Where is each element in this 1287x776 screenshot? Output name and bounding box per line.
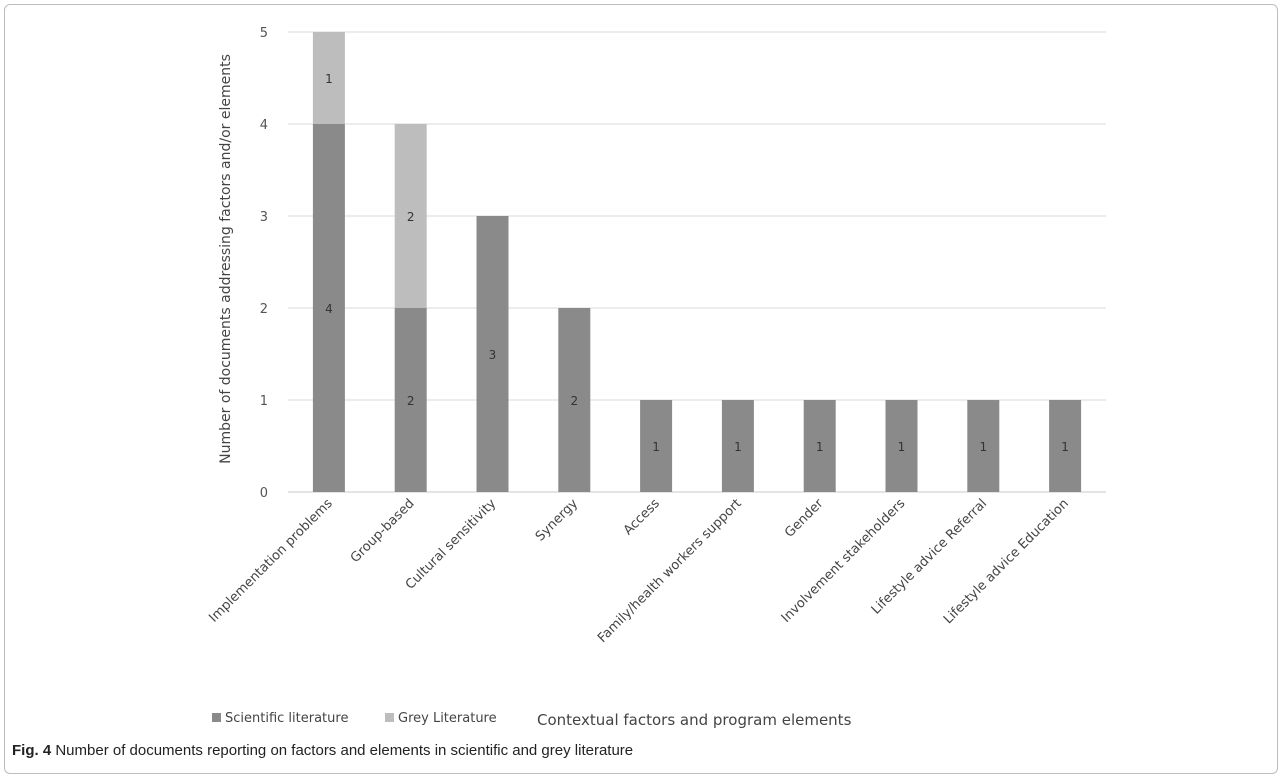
x-category-label: Family/health workers support bbox=[595, 496, 745, 646]
x-axis-label: Contextual factors and program elements bbox=[537, 711, 852, 729]
legend-swatch-grey bbox=[385, 713, 394, 722]
x-categories: Implementation problems Group-basedCultur… bbox=[206, 496, 1072, 646]
y-tick-label: 2 bbox=[260, 302, 268, 317]
bar bbox=[558, 308, 591, 492]
x-category-label: Access bbox=[621, 496, 663, 538]
y-tick-label: 1 bbox=[260, 394, 268, 409]
bar bbox=[885, 400, 918, 492]
y-tick-label: 4 bbox=[260, 118, 268, 133]
bar-data-label: 1 bbox=[325, 72, 333, 86]
bar-data-label: 4 bbox=[325, 302, 333, 316]
bar bbox=[394, 124, 427, 308]
bars: 4 1 2 2 3 2 1 1 1 1 1 1 bbox=[312, 32, 1082, 492]
y-tick-label: 0 bbox=[260, 486, 268, 501]
bar-data-label: 1 bbox=[979, 440, 987, 454]
legend-label-scientific: Scientific literature bbox=[225, 711, 348, 726]
bar bbox=[312, 32, 345, 124]
x-category-label: Cultural sensitivity bbox=[403, 496, 500, 593]
x-category-label: Synergy bbox=[533, 496, 581, 544]
bar bbox=[803, 400, 836, 492]
bar-data-label: 1 bbox=[1061, 440, 1069, 454]
x-category-label: Gender bbox=[782, 496, 827, 541]
bar bbox=[312, 124, 345, 492]
figure-frame bbox=[4, 4, 1278, 774]
legend-swatch-scientific bbox=[212, 713, 221, 722]
x-category-label: Group-based bbox=[348, 496, 418, 566]
bar-data-label: 2 bbox=[407, 210, 415, 224]
bar bbox=[1049, 400, 1082, 492]
figure-caption: Fig. 4 Number of documents reporting on … bbox=[12, 742, 633, 759]
caption-prefix: Fig. 4 bbox=[12, 742, 52, 759]
bar bbox=[394, 308, 427, 492]
y-tick-label: 3 bbox=[260, 210, 268, 225]
bar bbox=[721, 400, 754, 492]
bar-data-label: 2 bbox=[570, 394, 578, 408]
bar-data-label: 2 bbox=[407, 394, 415, 408]
legend: Scientific literature Grey Literature bbox=[212, 711, 497, 726]
bar-data-label: 3 bbox=[489, 348, 497, 362]
bar-data-label: 1 bbox=[734, 440, 742, 454]
y-tick-label: 5 bbox=[260, 26, 268, 41]
bar-data-label: 1 bbox=[816, 440, 824, 454]
bar bbox=[476, 216, 509, 492]
bar bbox=[640, 400, 673, 492]
legend-label-grey: Grey Literature bbox=[398, 711, 497, 726]
bar bbox=[967, 400, 1000, 492]
bar-data-label: 1 bbox=[652, 440, 660, 454]
y-axis-label: Number of documents addressing factors a… bbox=[218, 54, 234, 464]
caption-text: Number of documents reporting on factors… bbox=[51, 742, 634, 759]
bar-data-label: 1 bbox=[898, 440, 906, 454]
x-category-label: Implementation problems bbox=[206, 496, 336, 626]
y-ticks: 0 1 2 3 4 5 bbox=[260, 26, 268, 501]
